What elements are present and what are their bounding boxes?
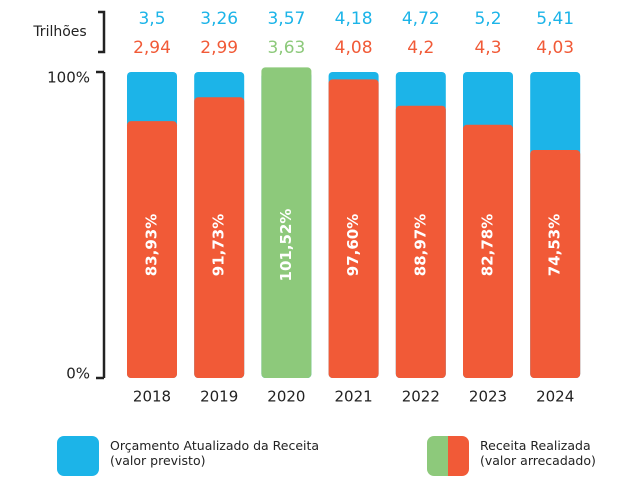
x-tick-label: 2020 (267, 388, 305, 406)
realized-label: 4,03 (536, 38, 574, 58)
realized-bar (194, 97, 245, 378)
realized-label: 4,08 (335, 38, 373, 58)
percent-label: 97,60% (344, 214, 362, 276)
bracket (98, 10, 106, 54)
realized-bar (395, 105, 446, 378)
realized-bar (328, 79, 379, 379)
x-tick-label: 2023 (469, 388, 507, 406)
legend-swatch (427, 436, 469, 476)
x-tick-label: 2022 (402, 388, 440, 406)
x-tick-label: 2019 (200, 388, 238, 406)
legend-label: Orçamento Atualizado da Receita (valor p… (110, 438, 320, 468)
budget-label: 5,2 (474, 9, 501, 29)
realized-label: 4,2 (407, 38, 434, 58)
percent-label: 88,97% (411, 214, 429, 276)
y-tick-label: 100% (47, 69, 90, 87)
realized-label: 4,3 (474, 38, 501, 58)
percent-label: 101,52% (277, 209, 295, 282)
realized-bar (127, 121, 177, 379)
realized-label: 3,63 (267, 38, 305, 58)
realized-bar (261, 67, 312, 378)
percent-label: 82,78% (479, 214, 497, 276)
unit-label: Trilhões (32, 24, 86, 40)
legend-swatch (57, 436, 99, 476)
y-tick-label: 0% (66, 365, 90, 383)
x-tick-label: 2018 (133, 388, 171, 406)
budget-label: 4,72 (402, 9, 440, 29)
legend-label: Receita Realizada (valor arrecadado) (480, 438, 596, 468)
chart: Trilhões 0% 100% 83,93% 2018 3,5 2,94 91,73% 20… (32, 9, 581, 406)
realized-bar (530, 149, 581, 378)
realized-label: 2,99 (200, 38, 238, 58)
budget-label: 3,57 (267, 9, 305, 29)
realized-label: 2,94 (133, 38, 171, 58)
x-tick-label: 2024 (536, 388, 574, 406)
percent-label: 91,73% (210, 214, 228, 276)
budget-label: 5,41 (536, 9, 574, 29)
budget-label: 3,5 (138, 9, 165, 29)
x-tick-label: 2021 (335, 388, 373, 406)
budget-label: 3,26 (200, 9, 238, 29)
percent-label: 74,53% (546, 214, 564, 276)
percent-label: 83,93% (143, 214, 161, 276)
budget-label: 4,18 (335, 9, 373, 29)
realized-bar (463, 124, 513, 378)
